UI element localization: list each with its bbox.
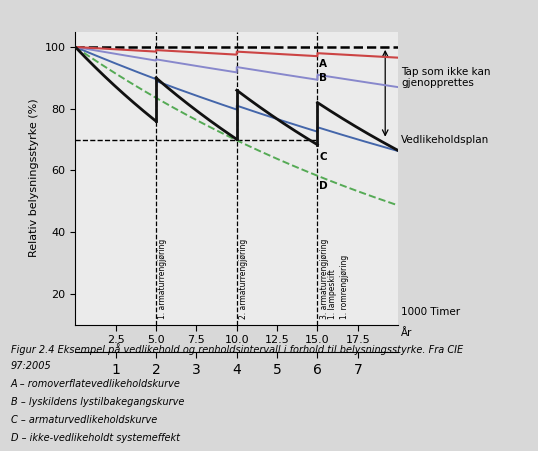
Text: B – lyskildens lystilbakegangskurve: B – lyskildens lystilbakegangskurve xyxy=(11,397,184,407)
Text: 3. armaturrengjøring: 3. armaturrengjøring xyxy=(320,238,329,318)
Text: C: C xyxy=(319,152,327,161)
Text: A: A xyxy=(319,59,327,69)
Text: D – ikke-vedlikeholdt systemeffekt: D – ikke-vedlikeholdt systemeffekt xyxy=(11,433,180,443)
Text: Figur 2.4 Eksempel på vedlikehold og renholdsintervall i forhold til belysningss: Figur 2.4 Eksempel på vedlikehold og ren… xyxy=(11,343,463,354)
Text: 1000 Timer: 1000 Timer xyxy=(401,307,461,317)
Text: B: B xyxy=(319,73,327,83)
Text: C – armaturvedlikeholdskurve: C – armaturvedlikeholdskurve xyxy=(11,415,157,425)
Text: 1. armaturrengjøring: 1. armaturrengjøring xyxy=(159,238,167,318)
Text: Tap som ikke kan
gjenopprettes: Tap som ikke kan gjenopprettes xyxy=(401,67,491,88)
Text: 1. lampeskift: 1. lampeskift xyxy=(328,269,337,318)
Text: A – romoverflatevedlikeholdskurve: A – romoverflatevedlikeholdskurve xyxy=(11,379,181,389)
Text: 1. romrengjøring: 1. romrengjøring xyxy=(340,254,349,318)
Text: D: D xyxy=(319,181,328,191)
Text: 2. armaturrengjøring: 2. armaturrengjøring xyxy=(239,238,248,318)
Text: År: År xyxy=(401,327,413,338)
Text: 97:2005: 97:2005 xyxy=(11,361,52,371)
Text: Vedlikeholdsplan: Vedlikeholdsplan xyxy=(401,134,490,145)
Y-axis label: Relativ belysningsstyrke (%): Relativ belysningsstyrke (%) xyxy=(29,99,39,258)
